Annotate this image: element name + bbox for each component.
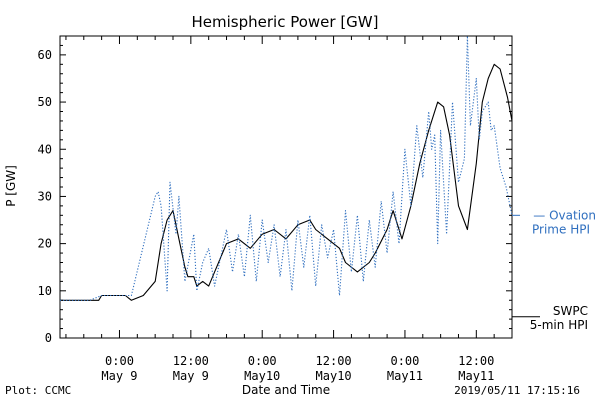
- footer-timestamp: 2019/05/11 17:15:16: [454, 384, 580, 397]
- legend-swpc-line1: SWPC: [553, 304, 588, 318]
- x-tick-label-date: May 9: [173, 369, 209, 383]
- legend-ovation-line1: — Ovation: [533, 208, 596, 222]
- x-tick-label-date: May11: [458, 369, 494, 383]
- y-tick-label: 50: [38, 95, 52, 109]
- plot-frame: [59, 35, 513, 339]
- y-tick-label: 0: [45, 331, 52, 345]
- series-line-ovation: [60, 35, 513, 301]
- legend-ovation-line2: Prime HPI: [532, 222, 590, 236]
- footer-credit: Plot: CCMC: [5, 384, 71, 397]
- y-tick-label: 60: [38, 48, 52, 62]
- series-line-swpc: [60, 63, 513, 301]
- x-tick-label-date: May10: [316, 369, 352, 383]
- x-tick-label-time: 12:00: [458, 354, 494, 368]
- y-axis-label: P [GW]: [4, 165, 18, 207]
- x-tick-label-time: 0:00: [105, 354, 134, 368]
- x-tick-label-time: 12:00: [173, 354, 209, 368]
- y-tick-label: 10: [38, 284, 52, 298]
- y-tick-label: 40: [38, 142, 52, 156]
- x-tick-label-date: May10: [244, 369, 280, 383]
- x-tick-label-time: 12:00: [316, 354, 352, 368]
- x-tick-label-time: 0:00: [248, 354, 277, 368]
- y-tick-label: 20: [38, 237, 52, 251]
- x-tick-label-time: 0:00: [390, 354, 419, 368]
- x-tick-label-date: May 9: [101, 369, 137, 383]
- y-tick-label: 30: [38, 189, 52, 203]
- legend-swpc-line2: 5-min HPI: [530, 318, 588, 332]
- x-tick-label-date: May11: [387, 369, 423, 383]
- x-axis-label: Date and Time: [242, 383, 330, 397]
- chart-title: Hemispheric Power [GW]: [192, 13, 379, 31]
